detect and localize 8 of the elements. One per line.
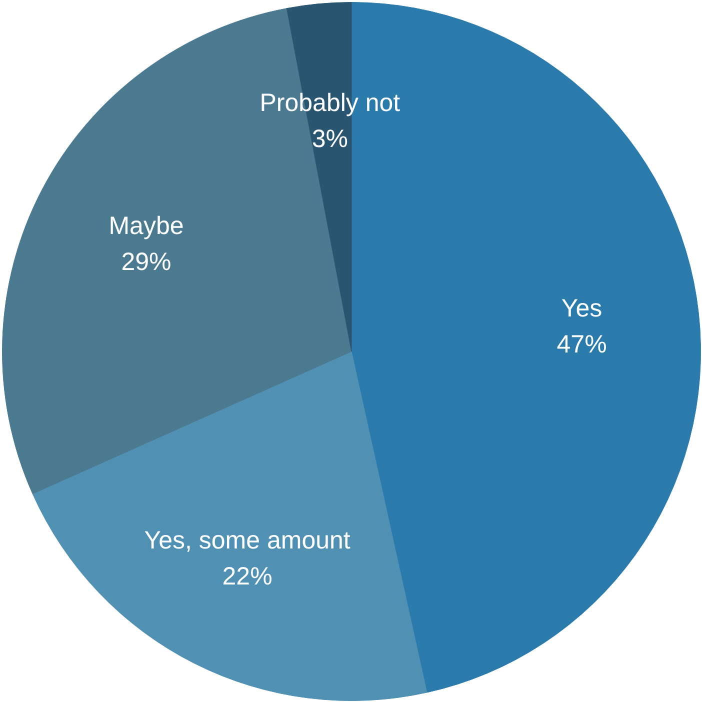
slice-label: Probably not <box>260 88 400 117</box>
slice-label: Yes <box>561 294 602 322</box>
slice-label: Yes, some amount <box>144 526 350 554</box>
slice-label: Maybe <box>108 212 184 240</box>
data-label: 29% <box>121 248 172 276</box>
data-label: 22% <box>222 562 272 590</box>
data-label: 3% <box>312 124 348 153</box>
data-label: 47% <box>556 330 607 358</box>
